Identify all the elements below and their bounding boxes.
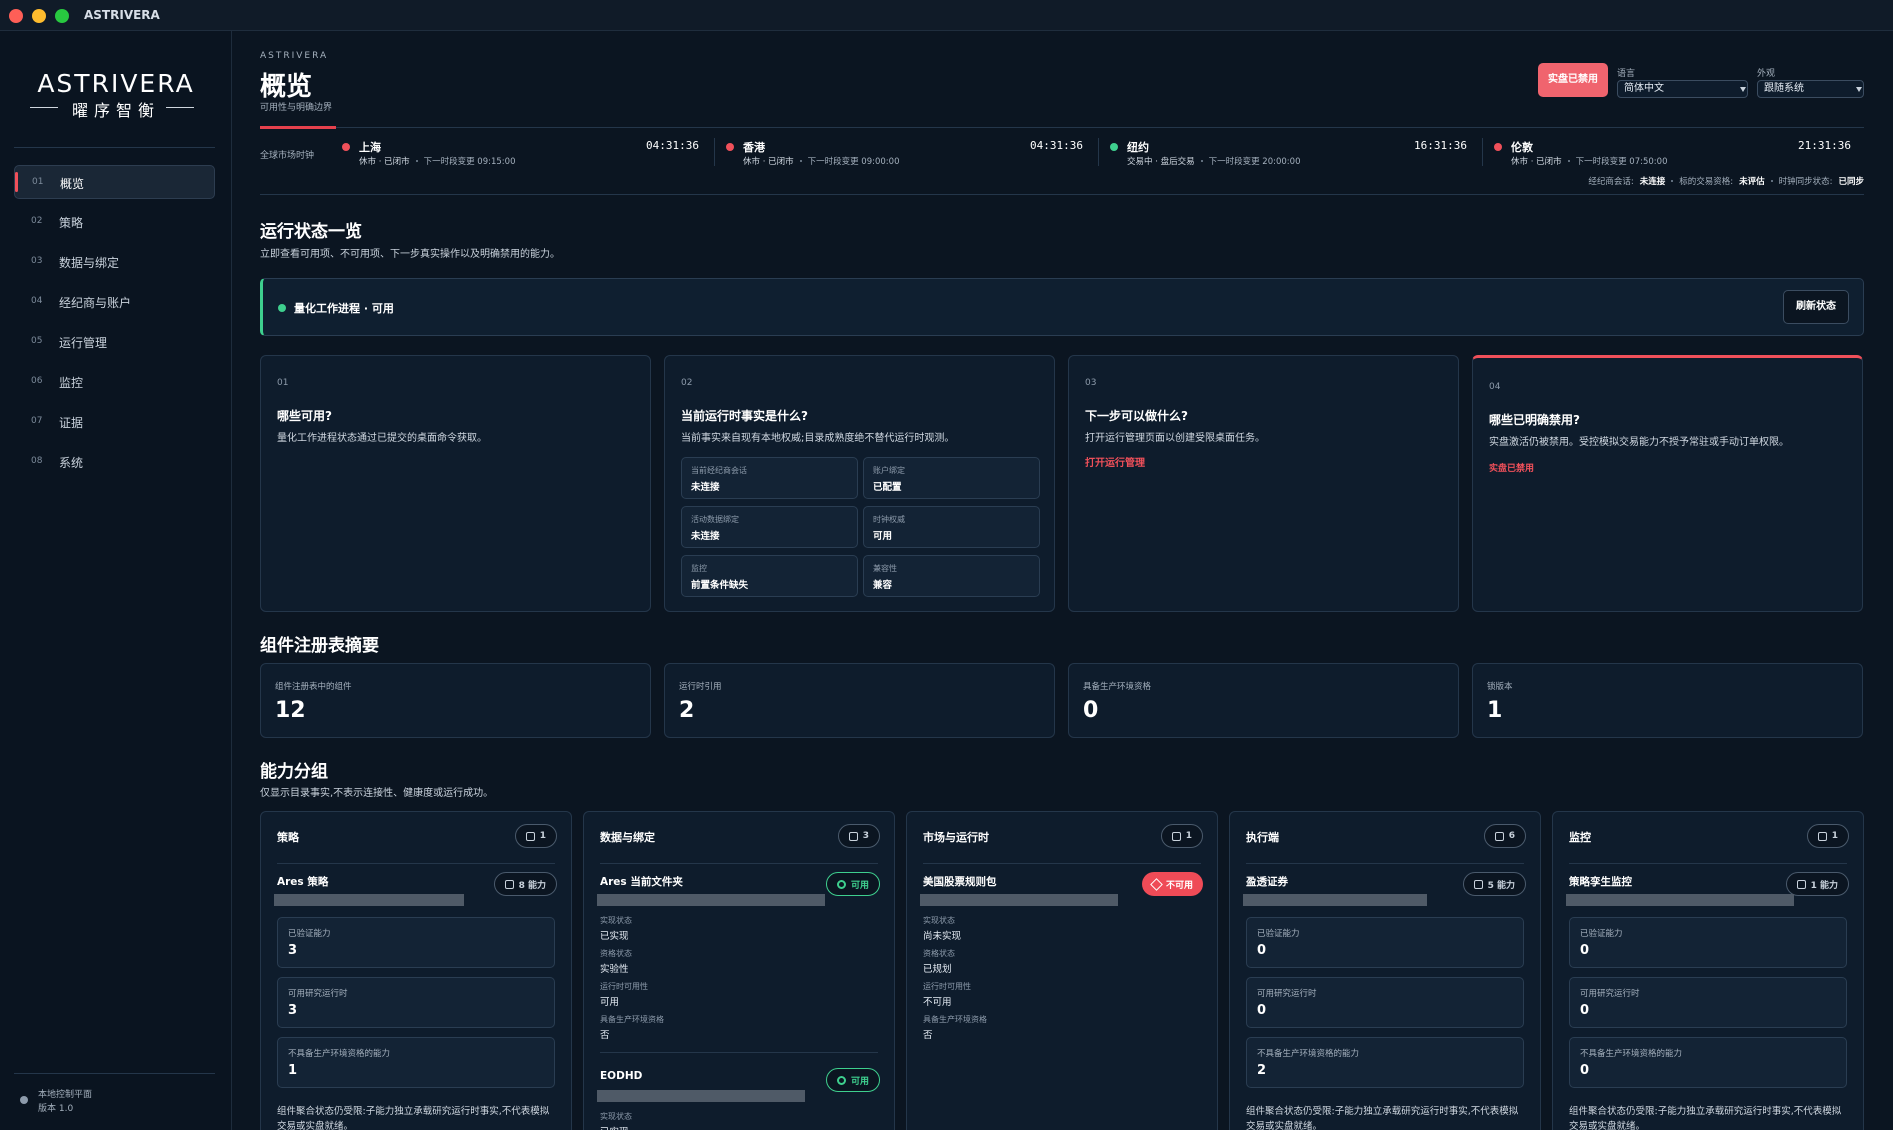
nav-number: 08 [31, 456, 43, 466]
nav-label: 策略 [59, 216, 84, 230]
nav-number: 03 [31, 256, 43, 266]
sidebar: ASTRIVERA 曜序智衡 01 概览 02 策略 03 数据与绑定 04 经纪商与账户 05 运行… [0, 31, 232, 1130]
nav-number: 02 [31, 216, 43, 226]
app-name: ASTRIVERA [84, 8, 160, 22]
nav-item[interactable]: 07 证据 [14, 405, 215, 439]
nav-number: 06 [31, 376, 43, 386]
title-bar: ASTRIVERA [0, 0, 1893, 31]
brand-logo: ASTRIVERA [37, 69, 195, 98]
main-content [233, 31, 1893, 1130]
nav-item[interactable]: 06 监控 [14, 365, 215, 399]
nav-label: 监控 [59, 376, 84, 390]
nav-item[interactable]: 03 数据与绑定 [14, 245, 215, 279]
footer-label: 本地控制平面 [38, 1090, 93, 1100]
nav-item[interactable]: 08 系统 [14, 445, 215, 479]
nav-label: 经纪商与账户 [59, 296, 132, 310]
nav-label: 证据 [59, 416, 84, 430]
close-button[interactable] [9, 9, 23, 23]
zoom-button[interactable] [55, 9, 69, 23]
nav-number: 04 [31, 296, 43, 306]
nav-item[interactable]: 05 运行管理 [14, 325, 215, 359]
nav-item[interactable]: 01 概览 [14, 165, 215, 199]
active-indicator [15, 172, 18, 192]
nav-number: 01 [32, 177, 44, 187]
nav-label: 系统 [59, 456, 84, 470]
divider [14, 147, 215, 148]
nav-label: 运行管理 [59, 336, 108, 350]
nav-label: 概览 [60, 177, 85, 191]
minimize-button[interactable] [32, 9, 46, 23]
footer-version: 版本 1.0 [38, 1104, 74, 1114]
brand-sub: 曜序智衡 [71, 101, 160, 120]
nav-item[interactable]: 04 经纪商与账户 [14, 285, 215, 319]
nav-number: 05 [31, 336, 43, 346]
brand-line [30, 107, 58, 108]
status-dot [20, 1096, 28, 1104]
divider [14, 1073, 215, 1074]
brand-line [166, 107, 194, 108]
nav-label: 数据与绑定 [59, 256, 120, 270]
nav-number: 07 [31, 416, 43, 426]
nav-item[interactable]: 02 策略 [14, 205, 215, 239]
